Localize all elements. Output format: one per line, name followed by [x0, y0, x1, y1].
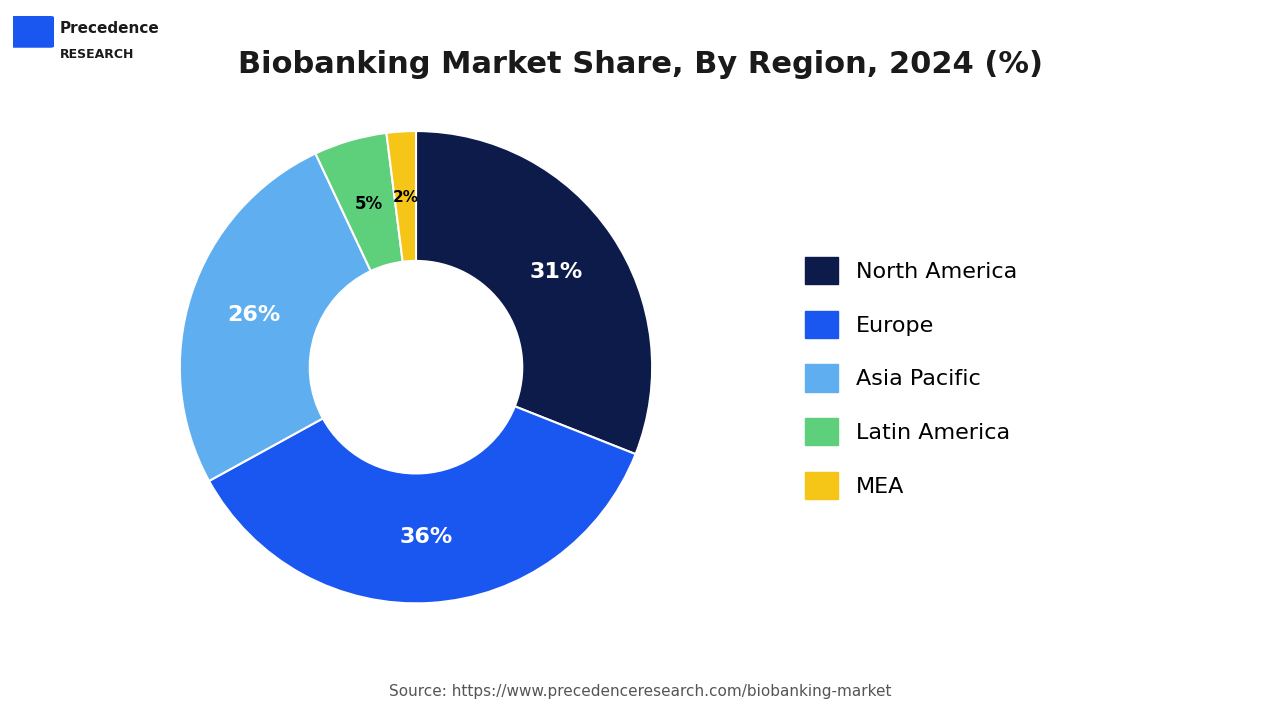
- Wedge shape: [416, 131, 652, 454]
- Wedge shape: [315, 133, 403, 271]
- FancyBboxPatch shape: [12, 16, 54, 48]
- Text: 26%: 26%: [228, 305, 280, 325]
- Legend: North America, Europe, Asia Pacific, Latin America, MEA: North America, Europe, Asia Pacific, Lat…: [805, 257, 1018, 499]
- Text: 5%: 5%: [355, 195, 383, 213]
- Text: 2%: 2%: [393, 190, 419, 205]
- Text: Biobanking Market Share, By Region, 2024 (%): Biobanking Market Share, By Region, 2024…: [238, 50, 1042, 79]
- Text: Precedence: Precedence: [59, 22, 159, 37]
- Text: Source: https://www.precedenceresearch.com/biobanking-market: Source: https://www.precedenceresearch.c…: [389, 684, 891, 698]
- Text: RESEARCH: RESEARCH: [59, 48, 134, 61]
- Text: 36%: 36%: [401, 527, 453, 547]
- Wedge shape: [180, 153, 371, 481]
- Text: 31%: 31%: [530, 261, 584, 282]
- Wedge shape: [209, 406, 636, 603]
- Wedge shape: [387, 131, 416, 262]
